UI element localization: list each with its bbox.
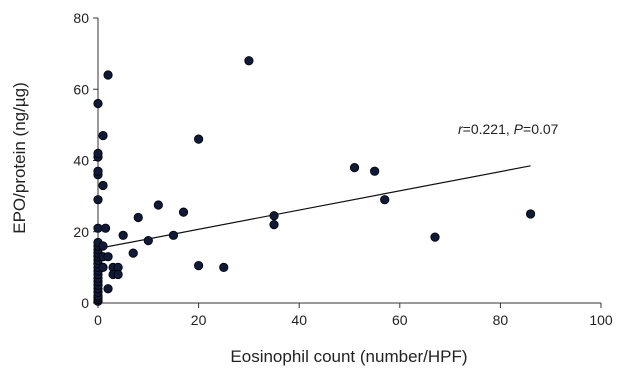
correlation-annotation: r=0.221, P=0.07 xyxy=(458,121,559,137)
data-point xyxy=(98,180,108,191)
data-point xyxy=(380,195,390,205)
data-point xyxy=(194,260,204,271)
data-point xyxy=(133,212,143,223)
x-tick-label: 100 xyxy=(589,312,613,328)
data-point xyxy=(153,200,163,210)
data-point xyxy=(113,269,123,280)
data-point xyxy=(98,241,108,251)
data-point xyxy=(98,262,108,272)
x-tick-label: 60 xyxy=(392,312,408,328)
data-point xyxy=(93,148,103,158)
data-point xyxy=(93,98,103,109)
x-tick-label: 20 xyxy=(191,312,207,328)
data-point xyxy=(93,223,103,233)
y-tick-label: 40 xyxy=(73,153,89,169)
data-point xyxy=(525,209,536,219)
y-tick-label: 0 xyxy=(81,295,89,311)
data-point xyxy=(219,262,229,272)
y-tick-label: 20 xyxy=(73,224,89,240)
x-axis-label: Eosinophil count (number/HPF) xyxy=(230,347,467,366)
data-point xyxy=(349,163,360,173)
p-symbol: P xyxy=(514,121,524,137)
data-point xyxy=(98,130,108,141)
data-point xyxy=(103,252,113,262)
axes xyxy=(97,18,601,304)
data-points xyxy=(93,56,536,306)
data-point xyxy=(168,230,179,240)
data-point xyxy=(93,166,103,176)
x-tick-label: 40 xyxy=(291,312,307,328)
data-point xyxy=(103,284,113,294)
data-point xyxy=(103,70,113,80)
data-point xyxy=(143,236,153,246)
data-point xyxy=(244,56,254,66)
y-tick-label: 80 xyxy=(73,10,89,26)
data-point xyxy=(118,230,128,240)
x-tick-label: 0 xyxy=(94,312,102,328)
r-symbol: r xyxy=(458,121,464,137)
data-point xyxy=(269,211,279,221)
data-point xyxy=(128,248,138,258)
y-axis-label: EPO/protein (ng/µg) xyxy=(10,82,29,234)
data-point xyxy=(430,232,440,242)
data-point xyxy=(194,134,204,144)
data-point xyxy=(178,207,189,217)
trendline xyxy=(97,165,531,250)
x-tick-label: 80 xyxy=(493,312,509,328)
ticks: 0 20 40 60 80 100 0 20 40 60 80 xyxy=(73,10,612,328)
data-point xyxy=(93,195,103,205)
p-value: =0.07 xyxy=(523,121,559,137)
data-point xyxy=(269,220,279,230)
trendline-group xyxy=(97,165,531,250)
data-point xyxy=(370,166,380,176)
r-value: =0.221, xyxy=(463,121,514,137)
data-point xyxy=(100,223,111,233)
y-tick-label: 60 xyxy=(73,81,89,97)
